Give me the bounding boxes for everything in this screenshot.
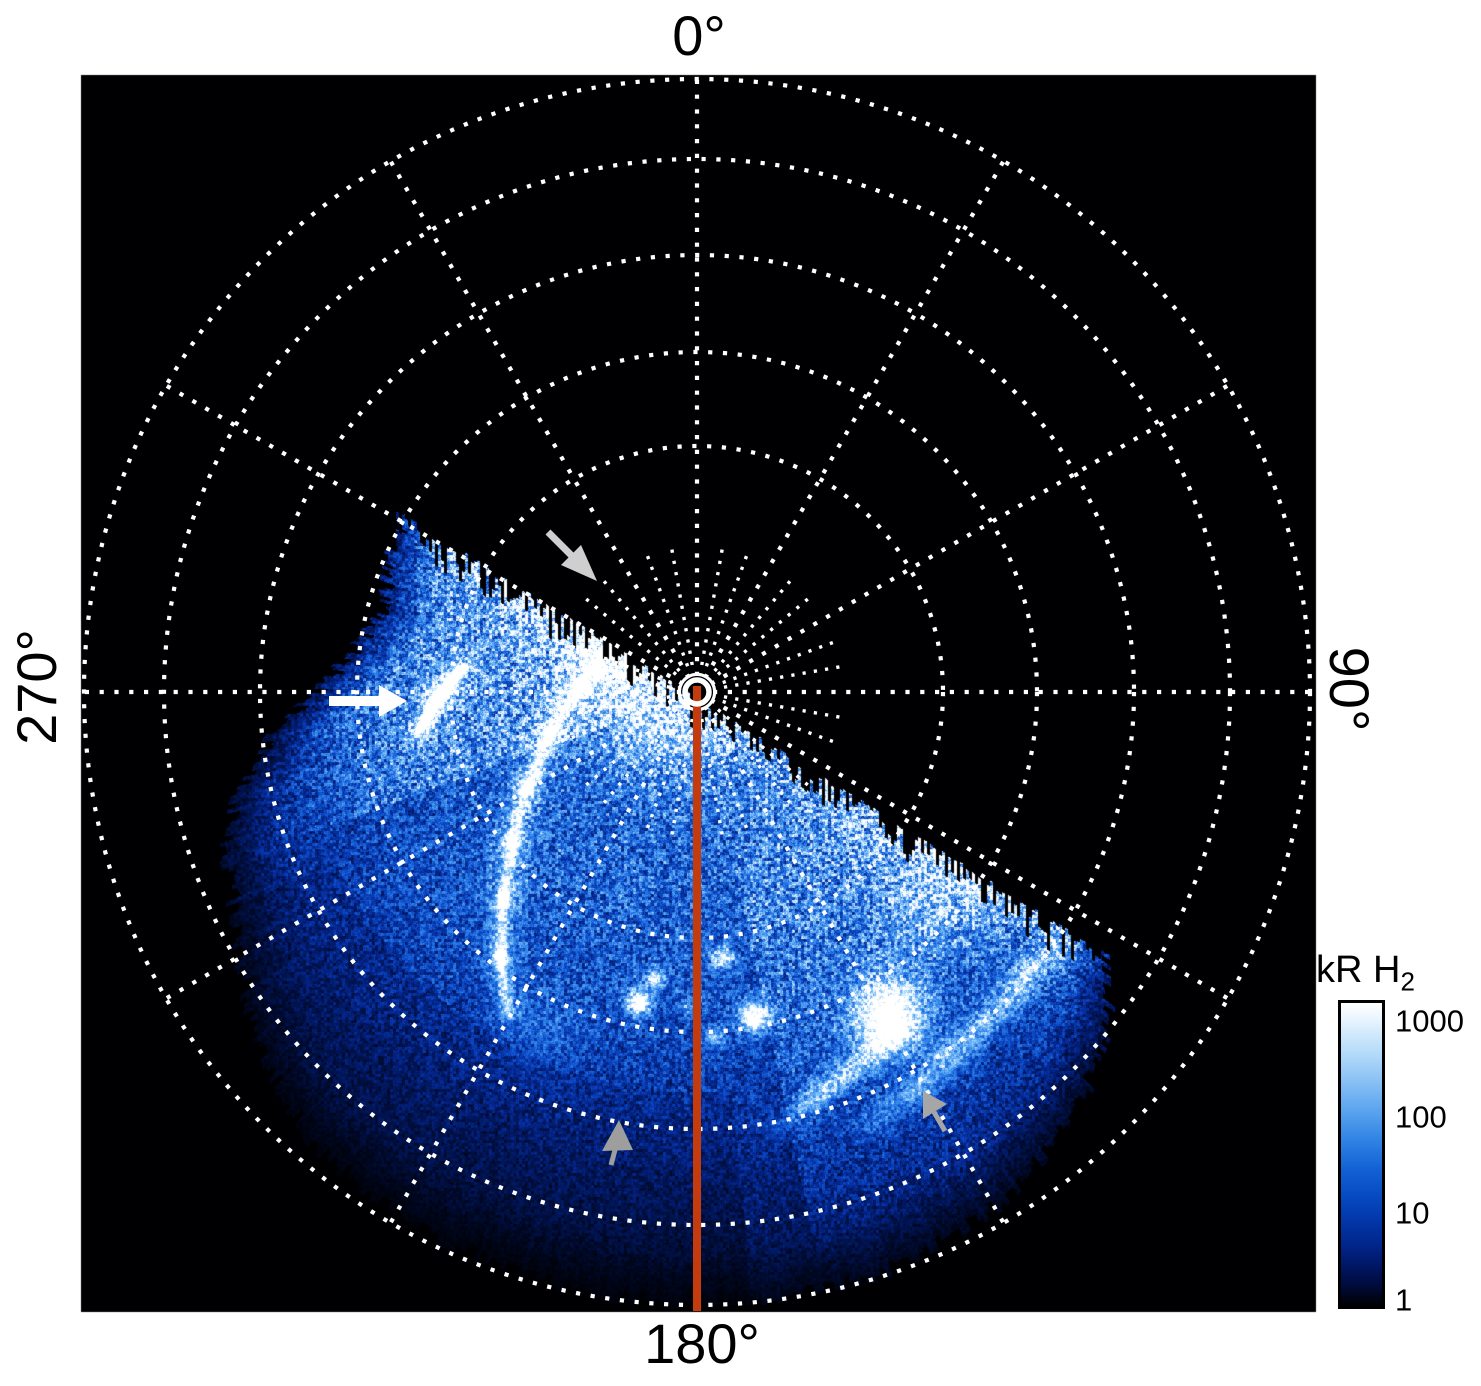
colorbar-gradient [1338, 1000, 1385, 1309]
angle-label-90: 90° [1318, 646, 1381, 732]
colorbar-tick-10: 10 [1395, 1195, 1430, 1231]
colorbar-title: kR H2 [1316, 949, 1415, 997]
colorbar-title-sub: 2 [1400, 966, 1415, 997]
angle-label-270: 270° [5, 629, 68, 745]
angle-label-180: 180° [644, 1312, 760, 1375]
colorbar-tick-1: 1 [1395, 1282, 1413, 1318]
colorbar-tick-100: 100 [1395, 1099, 1447, 1135]
colorbar-title-main: kR H [1316, 949, 1401, 991]
angle-label-0: 0° [672, 4, 726, 67]
colorbar-tick-1000: 1000 [1395, 1003, 1464, 1039]
